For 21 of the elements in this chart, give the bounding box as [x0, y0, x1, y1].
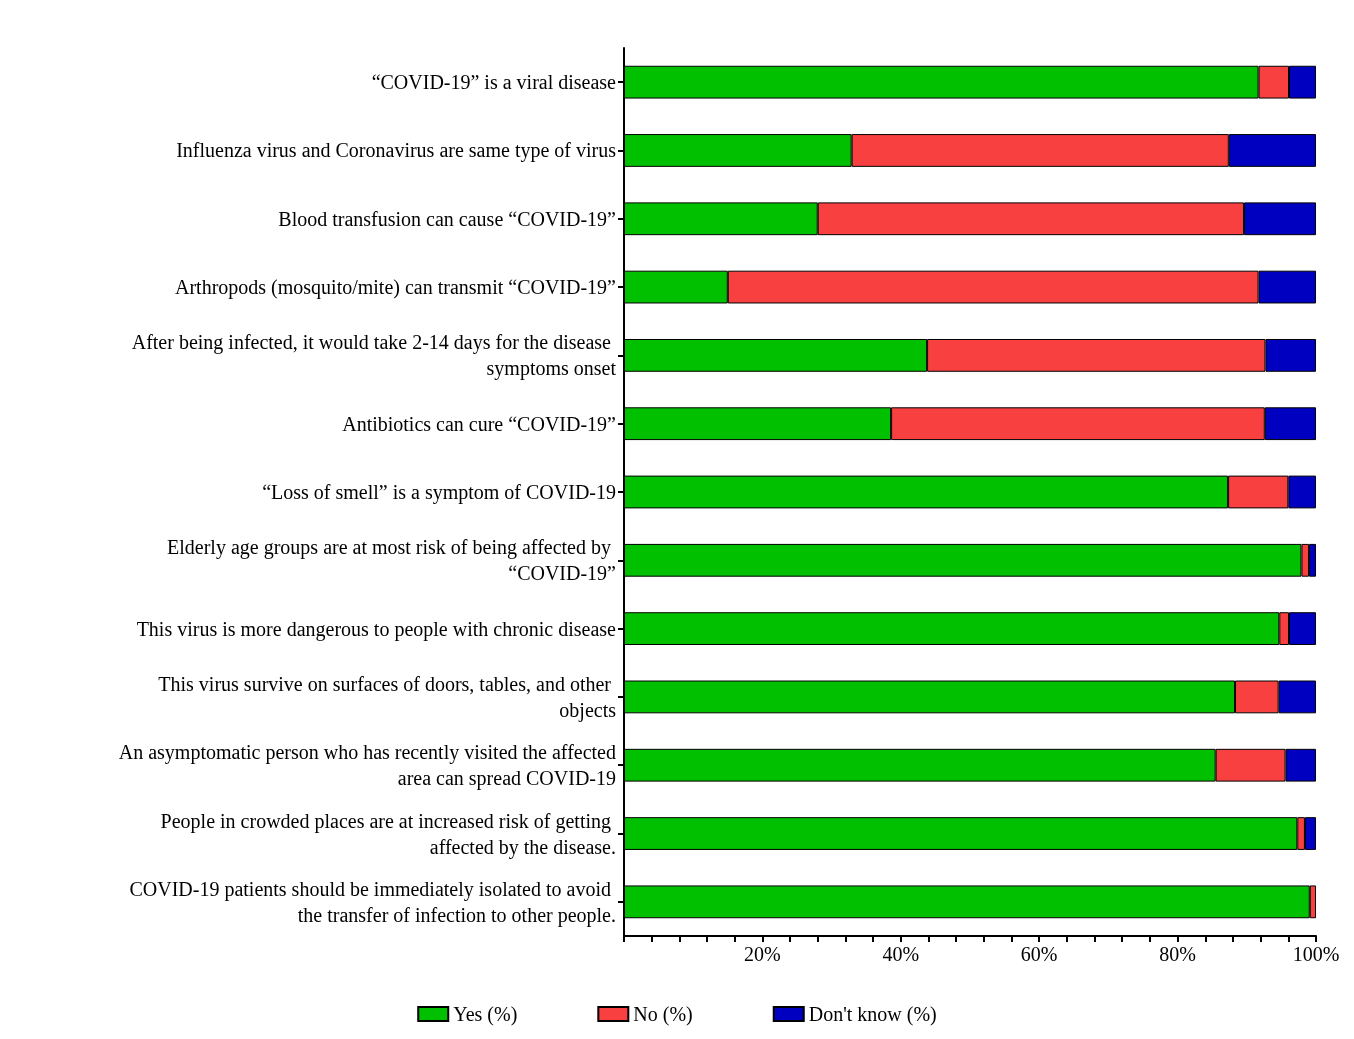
- y-tick-label: People in crowded places are at increased risk of getting affected by the disease.: [160, 809, 616, 859]
- y-tick-label: Antibiotics can cure “COVID-19”: [342, 412, 616, 435]
- x-tick-label: 80%: [1159, 943, 1196, 965]
- legend-label: Yes (%): [453, 1003, 518, 1026]
- y-tick-label: This virus is more dangerous to people with chronic disease: [136, 617, 617, 641]
- legend-label: No (%): [633, 1003, 693, 1026]
- x-tick-label: 60%: [1020, 943, 1058, 965]
- y-tick-label: “COVID-19” is a viral disease: [371, 71, 617, 94]
- x-tick-label: 40%: [882, 943, 920, 965]
- y-tick-label: Arthropods (mosquito/mite) can transmit “COVID-19”: [174, 276, 616, 300]
- y-tick-label: Elderly age groups are at most risk of being affected by “COVID-19”: [167, 536, 616, 585]
- y-tick-label: Influenza virus and Coronavirus are same type of virus: [176, 139, 617, 163]
- y-tick-label: “Loss of smell” is a symptom of COVID-19: [262, 481, 616, 504]
- y-tick-label: Blood transfusion can cause “COVID-19”: [278, 207, 616, 230]
- y-tick-label: After being infected, it would take 2-14 days for the disease symptoms onset: [131, 331, 617, 381]
- y-tick-label: An asymptomatic person who has recently visited the affected area can spread COVID-19: [118, 741, 616, 791]
- y-tick-label: COVID-19 patients should be immediately isolated to avoid the transfer of infection to other people.: [129, 877, 616, 927]
- y-tick-label: This virus survive on surfaces of doors, tables, and other objects: [158, 672, 617, 722]
- x-tick-label: 20%: [744, 943, 781, 965]
- x-tick-label: 100%: [1292, 943, 1340, 965]
- legend-label: Don't know (%): [808, 1003, 937, 1026]
